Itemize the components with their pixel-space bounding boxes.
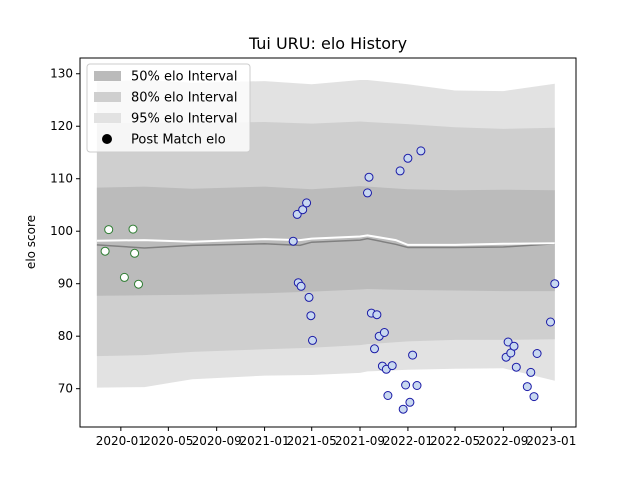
y-axis: 70 80 90 100 110 120 130 (50, 67, 80, 396)
data-point (104, 225, 114, 235)
data-point (408, 350, 418, 360)
x-tick-label: 2021-05 (287, 434, 337, 448)
data-point (509, 341, 519, 351)
y-tick-label: 80 (58, 329, 73, 343)
y-tick-label: 110 (50, 172, 73, 186)
x-tick-label: 2022-01 (383, 434, 433, 448)
x-tick-label: 2022-05 (430, 434, 480, 448)
data-point (416, 146, 426, 156)
y-tick-label: 70 (58, 382, 73, 396)
data-point (405, 397, 415, 407)
data-point (134, 279, 143, 289)
data-point (403, 153, 413, 163)
data-point (302, 198, 312, 208)
legend: 50% elo Interval 80% elo Interval 95% elo … (86, 63, 251, 153)
chart-title: Tui URU: elo History (248, 34, 407, 53)
y-tick-label: 130 (50, 67, 73, 81)
data-point (511, 362, 521, 372)
data-point (401, 380, 411, 390)
data-point (379, 328, 389, 337)
legend-label: 50% elo Interval (131, 70, 238, 85)
x-tick-label: 2020-09 (192, 434, 242, 448)
legend-swatch-50 (94, 71, 121, 81)
legend-frame (86, 63, 251, 153)
legend-swatch-80 (94, 92, 121, 102)
data-point (387, 361, 397, 371)
data-point (364, 172, 374, 182)
x-tick-label: 2020-05 (143, 434, 193, 448)
data-point (546, 317, 555, 327)
axes-frame (79, 57, 577, 428)
legend-swatch-95 (94, 113, 121, 123)
y-axis-label: elo score (24, 215, 38, 269)
data-point (308, 335, 317, 345)
data-point (395, 166, 405, 176)
legend-label: 80% elo Interval (131, 91, 238, 106)
legend-marker-post-match (102, 134, 112, 144)
data-point (532, 349, 542, 358)
x-tick-label: 2021-09 (335, 434, 385, 448)
x-tick-label: 2023-01 (526, 434, 576, 448)
data-point (550, 279, 560, 289)
data-point (306, 311, 316, 321)
median-line (96, 234, 555, 246)
data-point (383, 391, 393, 400)
y-tick-label: 120 (50, 119, 73, 133)
data-point (522, 382, 532, 392)
data-point (298, 205, 308, 215)
data-point (304, 292, 314, 302)
y-tick-label: 100 (50, 224, 73, 238)
data-point (529, 392, 539, 402)
x-tick-label: 2021-01 (240, 434, 290, 448)
data-point (119, 272, 129, 282)
data-point (296, 281, 306, 291)
y-tick-label: 90 (58, 277, 73, 291)
data-point (363, 188, 372, 198)
plot-area (96, 80, 560, 414)
data-point (398, 404, 408, 414)
x-tick-label: 2022-09 (478, 434, 528, 448)
legend-label: 95% elo Interval (131, 112, 238, 127)
data-point (130, 248, 140, 258)
data-point (526, 367, 536, 377)
x-axis: 2020-012020-052020-092021-012021-052021-… (96, 427, 576, 448)
data-point (412, 381, 422, 390)
data-point (128, 224, 138, 234)
data-point (288, 236, 298, 246)
mean-line (96, 237, 555, 249)
data-point (100, 246, 110, 256)
x-tick-label: 2020-01 (96, 434, 146, 448)
data-point (370, 344, 379, 354)
legend-label: Post Match elo (131, 133, 226, 148)
data-point (372, 310, 382, 320)
